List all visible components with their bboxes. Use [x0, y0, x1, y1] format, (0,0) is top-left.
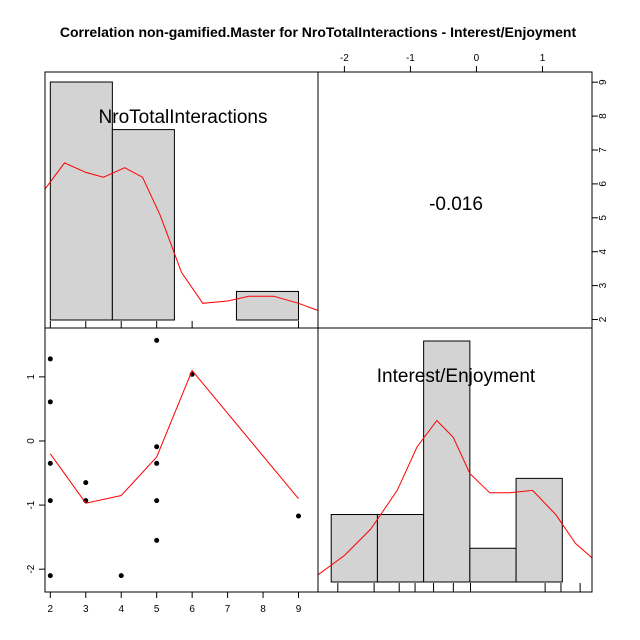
- panel-bottom-right: [317, 327, 593, 593]
- chart-title: Correlation non-gamified.Master for NroT…: [60, 24, 577, 40]
- axis-ticks: [39, 66, 598, 598]
- top-tick-label-0: -2: [340, 53, 349, 64]
- right-tick-label-6: 8: [598, 113, 609, 119]
- scatter-point-5: [83, 480, 89, 486]
- hist-y-bar-1: [376, 514, 425, 583]
- top-tick-label-2: 0: [474, 53, 480, 64]
- scatter-point-3: [47, 498, 53, 504]
- hist-y-rug: [337, 583, 581, 592]
- right-tick-label-1: 3: [598, 282, 609, 288]
- scatter-point-0: [47, 356, 53, 362]
- hist-x-bars: [49, 81, 299, 321]
- scatter-point-7: [118, 573, 124, 579]
- correlation-value: -0.016: [429, 194, 483, 215]
- top-tick-label-3: 1: [540, 53, 546, 64]
- scatter-point-14: [296, 513, 301, 519]
- scatter-point-10: [154, 460, 160, 466]
- y-tick-label-3: 1: [26, 374, 37, 380]
- scatter-points: [47, 337, 301, 579]
- panel-bottom-left: [44, 327, 319, 593]
- hist-x-density-line: [44, 162, 319, 311]
- scatter-point-1: [47, 399, 53, 405]
- x-tick-label-4: 6: [189, 604, 195, 615]
- hist-y-bar-3: [469, 547, 517, 583]
- diag-label-nrototalinteractions: NroTotalInteractions: [99, 107, 268, 128]
- hist-y-bar-0: [330, 514, 378, 583]
- scatter-smoother-line: [49, 369, 299, 504]
- hist-y-bars: [330, 340, 563, 583]
- x-tick-label-6: 8: [260, 604, 266, 615]
- axis-tick-labels: 2 3 4 5 6 7 8 9 -2 -1 0 1 -2 -1 0 1 2 3 4 5 6 7 8 9: [26, 53, 609, 615]
- right-tick-label-0: 2: [598, 316, 609, 322]
- hist-y-bar-2: [423, 340, 471, 583]
- y-tick-label-0: -2: [26, 564, 37, 573]
- scatter-point-12: [154, 537, 160, 543]
- right-tick-label-4: 6: [598, 181, 609, 187]
- hist-x-bar-1: [111, 129, 175, 321]
- hist-y-bar-4: [515, 477, 563, 583]
- hist-x-bar-0: [49, 81, 113, 321]
- y-tick-label-1: -1: [26, 500, 37, 509]
- scatter-point-9: [154, 444, 160, 450]
- right-tick-label-3: 5: [598, 215, 609, 221]
- top-tick-label-1: -1: [406, 53, 415, 64]
- right-tick-label-5: 7: [598, 147, 609, 153]
- right-tick-label-2: 4: [598, 248, 609, 254]
- right-tick-label-7: 9: [598, 79, 609, 85]
- x-tick-label-0: 2: [48, 604, 54, 615]
- y-tick-label-2: 0: [26, 438, 37, 444]
- x-tick-label-2: 4: [118, 604, 124, 615]
- x-tick-label-5: 7: [225, 604, 231, 615]
- scatter-point-4: [47, 573, 53, 579]
- hist-y-density-line: [317, 419, 593, 576]
- diag-label-interest-enjoyment: Interest/Enjoyment: [377, 366, 536, 387]
- hist-x-rug: [49, 321, 299, 328]
- scatter-point-8: [154, 337, 160, 343]
- x-tick-label-3: 5: [154, 604, 160, 615]
- scatter-point-11: [154, 498, 160, 504]
- x-tick-label-1: 3: [83, 604, 89, 615]
- x-tick-label-7: 9: [296, 604, 302, 615]
- scatter-point-2: [47, 460, 53, 466]
